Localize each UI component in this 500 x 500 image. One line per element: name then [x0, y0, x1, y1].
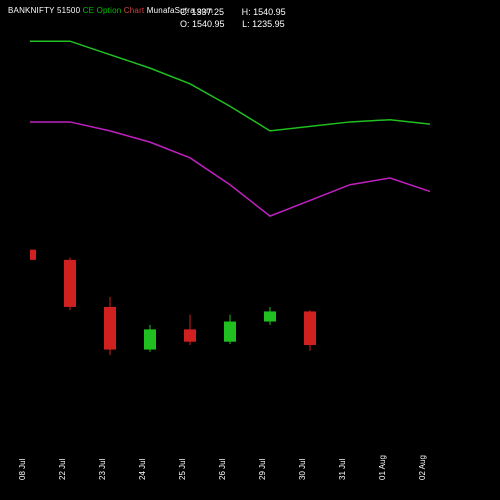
- ohlc-l-label: L:: [242, 19, 250, 29]
- ohlc-o-label: O:: [180, 19, 190, 29]
- ohlc-block: C: 1337.25 H: 1540.95 O: 1540.95 L: 1235…: [180, 6, 286, 30]
- ohlc-c-label: C:: [180, 7, 189, 17]
- x-tick-label: 24 Jul: [138, 459, 147, 480]
- ohlc-l-value: 1235.95: [252, 19, 285, 29]
- x-tick-label: 25 Jul: [178, 459, 187, 480]
- x-tick-label: 26 Jul: [218, 459, 227, 480]
- ohlc-h-value: 1540.95: [253, 7, 286, 17]
- x-tick-label: 02 Aug: [418, 455, 427, 480]
- x-tick-label: 30 Jul: [298, 459, 307, 480]
- x-tick-label: 08 Jul: [18, 459, 27, 480]
- x-tick-label: 01 Aug: [378, 455, 387, 480]
- x-tick-label: 22 Jul: [58, 459, 67, 480]
- x-tick-label: 29 Jul: [258, 459, 267, 480]
- title-chart: Chart: [124, 6, 147, 15]
- chart-plot: [30, 30, 470, 400]
- x-tick-label: 31 Jul: [338, 459, 347, 480]
- title-type: CE Option: [83, 6, 124, 15]
- x-tick-label: 23 Jul: [98, 459, 107, 480]
- title-symbol: BANKNIFTY 51500: [8, 6, 83, 15]
- ohlc-o-value: 1540.95: [192, 19, 225, 29]
- ohlc-c-value: 1337.25: [192, 7, 225, 17]
- x-axis: 08 Jul22 Jul23 Jul24 Jul25 Jul26 Jul29 J…: [30, 410, 470, 480]
- ohlc-h-label: H:: [242, 7, 251, 17]
